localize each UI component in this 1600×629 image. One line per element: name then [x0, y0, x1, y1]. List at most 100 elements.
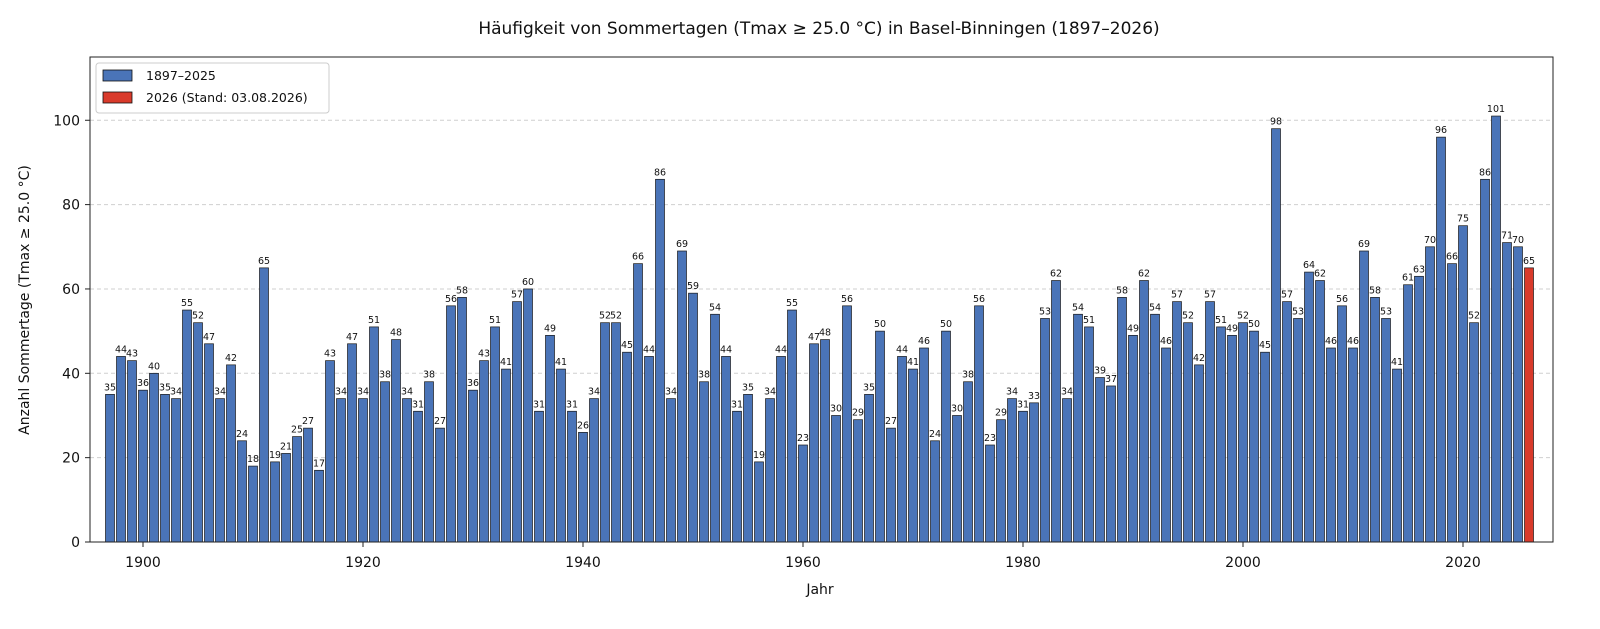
bar: [952, 415, 962, 543]
data-label: 57: [1281, 290, 1293, 301]
bar: [1084, 326, 1094, 543]
bar: [1491, 115, 1501, 543]
bar: [215, 398, 225, 543]
bar: [1436, 136, 1446, 543]
y-tick-label: 0: [71, 535, 80, 551]
bar: [171, 398, 181, 543]
bar: [1117, 297, 1127, 543]
bar: [1304, 271, 1314, 543]
data-label: 63: [1413, 264, 1425, 275]
bar: [1282, 301, 1292, 543]
data-label: 52: [192, 311, 204, 322]
data-label: 31: [566, 399, 578, 410]
bar: [402, 398, 412, 543]
data-label: 40: [148, 361, 160, 372]
data-label: 33: [1028, 391, 1040, 402]
data-label: 36: [467, 378, 479, 389]
data-label: 56: [973, 294, 985, 305]
data-label: 58: [1369, 285, 1381, 296]
bar: [974, 305, 984, 543]
data-label: 34: [401, 387, 413, 398]
bar: [259, 267, 269, 543]
data-label: 44: [115, 344, 127, 355]
data-label: 51: [1215, 315, 1227, 326]
bar-current-year: [1524, 267, 1534, 543]
data-labels: 3544433640353455524734422418651921252717…: [104, 104, 1535, 469]
bar: [644, 356, 654, 543]
bar: [996, 419, 1006, 543]
bar: [1051, 280, 1061, 543]
bar: [325, 360, 335, 543]
y-tick-label: 40: [62, 366, 80, 382]
bar: [743, 394, 753, 543]
bar: [688, 292, 698, 543]
bar: [930, 440, 940, 543]
x-tick-label: 1960: [785, 555, 821, 571]
bar: [985, 444, 995, 543]
x-tick-label: 2020: [1445, 555, 1481, 571]
bar: [1480, 178, 1490, 543]
y-tick-label: 100: [53, 113, 80, 129]
data-label: 23: [797, 433, 809, 444]
x-tick-label: 1920: [345, 555, 381, 571]
data-label: 27: [434, 416, 446, 427]
data-label: 36: [137, 378, 149, 389]
bar: [1040, 318, 1050, 543]
chart-title: Häufigkeit von Sommertagen (Tmax ≥ 25.0 …: [478, 19, 1159, 39]
data-label: 25: [291, 425, 303, 436]
bar: [765, 398, 775, 543]
data-label: 48: [819, 328, 831, 339]
bar: [655, 178, 665, 543]
data-label: 46: [1160, 336, 1172, 347]
bar: [908, 368, 918, 543]
bar: [270, 461, 280, 543]
bar: [732, 410, 742, 543]
data-label: 56: [841, 294, 853, 305]
data-label: 86: [654, 167, 666, 178]
data-label: 34: [1006, 387, 1018, 398]
bar: [1271, 128, 1281, 543]
bar: [919, 347, 929, 543]
bar: [1183, 322, 1193, 543]
x-tick-label: 1900: [125, 555, 161, 571]
x-tick-label: 2000: [1225, 555, 1261, 571]
data-label: 50: [1248, 319, 1260, 330]
bar: [435, 427, 445, 543]
data-label: 62: [1050, 269, 1062, 280]
bar: [1249, 330, 1259, 543]
data-label: 43: [126, 349, 138, 360]
data-label: 42: [225, 353, 237, 364]
data-label: 26: [577, 420, 589, 431]
x-axis-label: Jahr: [805, 582, 834, 598]
data-label: 47: [203, 332, 215, 343]
bar: [1095, 377, 1105, 543]
bar: [941, 330, 951, 543]
bar: [721, 356, 731, 543]
data-label: 101: [1487, 104, 1505, 115]
data-label: 49: [1127, 323, 1139, 334]
data-label: 38: [962, 370, 974, 381]
bar: [567, 410, 577, 543]
bar: [479, 360, 489, 543]
bar: [853, 419, 863, 543]
bar: [391, 339, 401, 543]
data-label: 24: [236, 429, 248, 440]
bar: [1392, 368, 1402, 543]
data-label: 56: [445, 294, 457, 305]
data-label: 23: [984, 433, 996, 444]
data-label: 75: [1457, 214, 1469, 225]
data-label: 49: [1226, 323, 1238, 334]
bar: [1414, 275, 1424, 543]
bar: [611, 322, 621, 543]
data-label: 29: [995, 408, 1007, 419]
data-label: 19: [753, 450, 765, 461]
data-label: 30: [830, 403, 842, 414]
data-label: 71: [1501, 231, 1513, 242]
data-label: 66: [632, 252, 644, 263]
bar: [358, 398, 368, 543]
data-label: 44: [775, 344, 787, 355]
data-label: 56: [1336, 294, 1348, 305]
bar: [501, 368, 511, 543]
data-label: 66: [1446, 252, 1458, 263]
